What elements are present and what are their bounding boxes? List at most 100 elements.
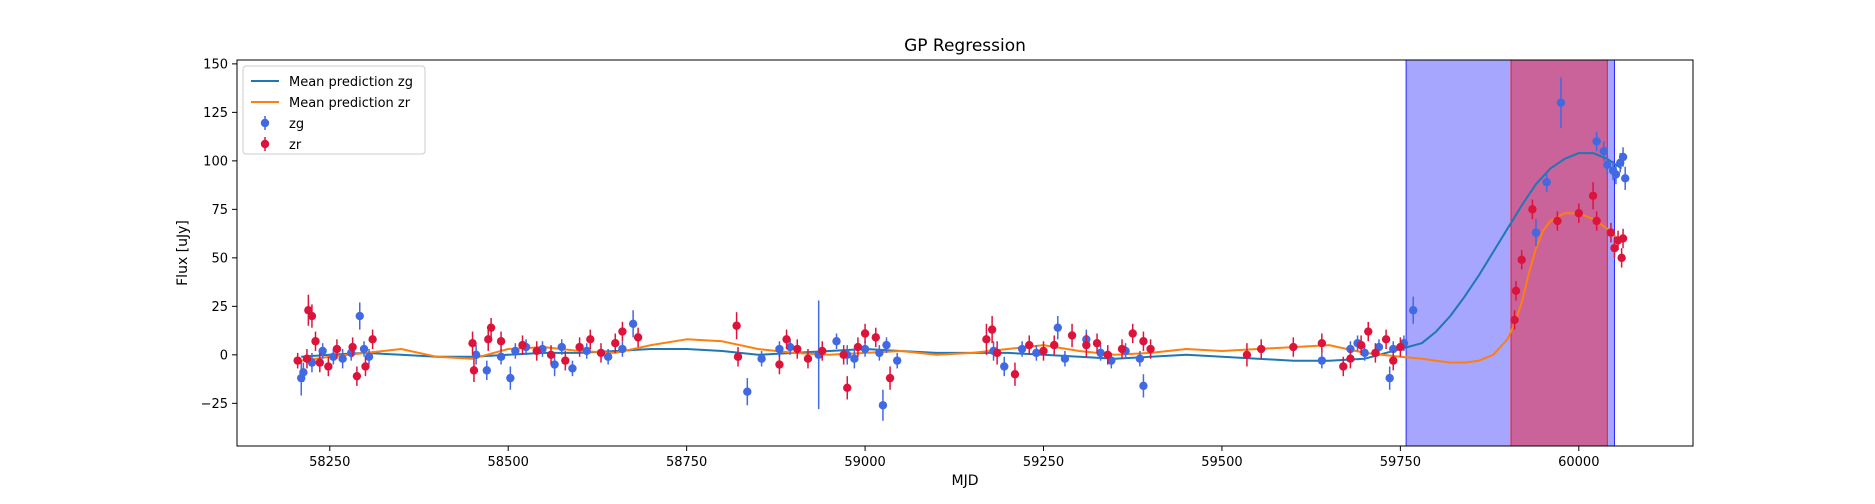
marker	[1060, 354, 1070, 363]
data-point-zg	[506, 366, 515, 390]
marker	[1017, 344, 1027, 354]
marker	[633, 333, 643, 342]
marker	[1346, 354, 1355, 363]
data-point-zr	[1242, 343, 1252, 367]
marker	[733, 352, 743, 361]
marker	[1317, 338, 1327, 348]
marker	[1039, 346, 1048, 356]
marker	[355, 311, 364, 321]
marker	[885, 373, 895, 383]
marker	[1117, 344, 1127, 354]
marker	[1618, 234, 1628, 243]
x-tick-label: 58250	[309, 455, 350, 470]
x-axis-ticks: 58250 58500 58750 59000 59250 59500 59750 60000	[309, 446, 1599, 470]
data-point-zg	[496, 349, 506, 365]
marker	[368, 335, 377, 344]
marker	[992, 348, 1002, 358]
marker	[1588, 191, 1598, 200]
marker	[532, 346, 541, 356]
axes-frame	[236, 59, 1694, 447]
marker	[1606, 228, 1616, 237]
marker	[775, 344, 784, 354]
marker	[1050, 340, 1059, 350]
marker	[596, 348, 606, 358]
marker	[1618, 152, 1628, 162]
data-point-zr	[1510, 310, 1519, 330]
marker	[1409, 306, 1418, 315]
y-tick-label: −25	[201, 397, 228, 412]
data-point-zr	[486, 317, 496, 338]
data-point-zr	[1528, 199, 1537, 220]
data-point-zr	[1346, 349, 1355, 369]
marker	[329, 352, 338, 361]
marker	[1389, 356, 1398, 365]
marker	[1574, 209, 1584, 218]
x-tick-label: 59750	[1380, 455, 1421, 470]
marker	[782, 335, 791, 344]
data-point-zr	[1039, 341, 1048, 361]
data-point-zg	[1603, 155, 1612, 175]
marker	[324, 362, 333, 371]
data-point-zg	[1599, 141, 1608, 161]
data-point-zr	[1117, 339, 1127, 359]
data-point-zr	[496, 331, 506, 351]
marker	[1289, 342, 1298, 352]
marker	[496, 352, 506, 361]
data-point-zg	[882, 337, 891, 353]
marker	[839, 350, 848, 360]
marker	[1617, 253, 1626, 263]
data-point-zg	[1053, 316, 1062, 340]
marker	[586, 335, 595, 344]
marker	[618, 327, 627, 336]
marker	[332, 344, 342, 354]
marker	[1599, 146, 1608, 156]
marker	[878, 401, 888, 410]
data-point-zr	[1389, 350, 1398, 371]
legend-box	[242, 65, 426, 155]
marker	[982, 335, 991, 344]
data-point-zr	[992, 341, 1002, 365]
marker	[299, 368, 308, 377]
data-point-zr	[484, 327, 493, 351]
data-point-zg	[892, 352, 902, 369]
data-point-zr	[987, 316, 997, 344]
data-point-zr	[348, 337, 357, 357]
data-point-zr	[1592, 211, 1601, 231]
data-point-zr	[1606, 222, 1616, 243]
marker	[882, 340, 891, 350]
marker	[860, 329, 870, 338]
marker	[364, 352, 374, 361]
data-point-zr	[1371, 343, 1380, 363]
data-point-zr	[1617, 248, 1626, 268]
legend-label-zg-line: Mean prediction zg	[289, 75, 413, 90]
marker	[1611, 170, 1621, 179]
marker	[732, 321, 741, 330]
marker	[892, 356, 902, 365]
data-point-zg	[1135, 350, 1145, 367]
y-tick-label: 100	[203, 154, 228, 169]
legend-marker	[260, 139, 270, 149]
marker	[550, 360, 559, 369]
data-point-zg	[1611, 164, 1621, 185]
marker	[628, 319, 638, 328]
data-point-zr	[1082, 333, 1091, 357]
legend: Mean prediction zg Mean prediction zr zg…	[242, 65, 426, 155]
marker	[1511, 286, 1521, 296]
data-point-zg	[1000, 356, 1009, 377]
data-point-zg	[568, 360, 577, 377]
data-point-zr	[793, 339, 802, 359]
data-point-zr	[1128, 323, 1137, 344]
data-point-zr	[1588, 182, 1598, 210]
data-point-zr	[368, 329, 377, 350]
data-point-zg	[1096, 345, 1105, 361]
marker	[1317, 356, 1327, 365]
marker	[561, 356, 570, 365]
marker	[496, 337, 506, 346]
marker	[511, 346, 520, 356]
data-point-zg	[775, 341, 784, 357]
marker	[307, 311, 317, 321]
marker	[1542, 178, 1551, 187]
x-axis-label: MJD	[952, 473, 979, 489]
data-point-zg	[511, 343, 520, 359]
